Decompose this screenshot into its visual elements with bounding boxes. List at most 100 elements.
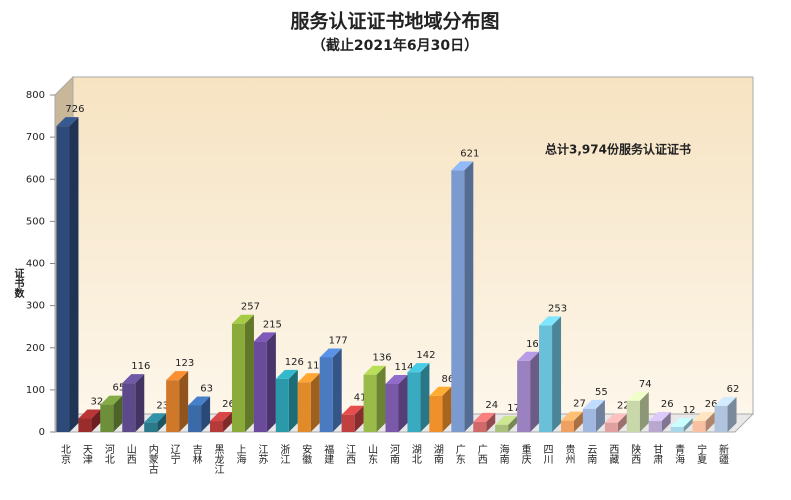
bar-side <box>508 415 518 432</box>
x-tick-label: 北京 <box>58 444 70 465</box>
data-label: 17 <box>507 403 520 414</box>
data-label: 726 <box>65 104 84 115</box>
x-tick-label: 湖南 <box>431 444 443 464</box>
data-label: 65 <box>112 383 125 394</box>
x-tick-label: 河南 <box>388 444 400 464</box>
bar-top <box>188 396 211 406</box>
bar-side <box>420 363 430 432</box>
bar-top <box>144 413 167 423</box>
x-tick-label: 内蒙古 <box>146 443 158 475</box>
bar-side <box>354 405 364 432</box>
bar <box>166 380 180 432</box>
data-label: 26 <box>222 399 235 410</box>
y-tick-label: 100 <box>26 385 45 396</box>
bar-top <box>407 363 430 373</box>
bar-top <box>385 374 408 384</box>
bar <box>473 421 487 432</box>
data-label: 257 <box>241 302 260 313</box>
bar-top <box>495 415 518 425</box>
x-tick-label: 广西 <box>475 444 487 464</box>
x-tick-label: 山西 <box>124 444 136 464</box>
chart-subtitle: （截止2021年6月30日） <box>312 37 478 54</box>
bar-top <box>100 395 123 405</box>
bar-side <box>376 365 386 432</box>
bar-side <box>464 161 474 432</box>
data-label: 114 <box>394 362 413 373</box>
bar-side <box>201 396 211 432</box>
bar-side <box>113 395 123 432</box>
bar-side <box>288 369 298 432</box>
bar-top <box>363 365 386 375</box>
data-label: 26 <box>705 399 718 410</box>
data-label: 126 <box>285 357 304 368</box>
bar <box>122 383 136 432</box>
bar-top <box>692 412 715 422</box>
x-tick-label: 西藏 <box>607 444 619 465</box>
bar-side <box>530 351 540 432</box>
x-tick-label: 甘肃 <box>651 443 663 465</box>
bar <box>275 378 289 432</box>
bar <box>363 374 377 432</box>
bar <box>231 323 245 432</box>
bar-side <box>442 386 452 432</box>
bar-side <box>573 411 583 432</box>
data-label: 136 <box>373 353 392 364</box>
data-label: 118 <box>307 360 326 371</box>
bar <box>648 421 662 432</box>
annotation: 总计3,974份服务认证证书 <box>545 142 691 157</box>
bar <box>341 414 355 432</box>
bar <box>451 170 465 432</box>
bar-top <box>231 314 254 324</box>
bar <box>56 126 70 433</box>
bar <box>407 372 421 432</box>
data-label: 253 <box>548 303 567 314</box>
bar-top <box>275 369 298 379</box>
data-label: 63 <box>200 383 213 394</box>
bar-top <box>626 391 649 401</box>
bar <box>560 420 574 432</box>
x-tick-label: 四川 <box>541 444 553 464</box>
bar-top <box>670 417 693 427</box>
bar-side <box>69 117 79 433</box>
bar-top <box>604 413 627 423</box>
bar-top <box>210 412 233 422</box>
y-tick-label: 200 <box>26 343 45 354</box>
bar <box>144 422 158 432</box>
bar-top <box>429 386 452 396</box>
bar <box>188 405 202 432</box>
bar-top <box>473 412 496 422</box>
y-tick-label: 800 <box>26 90 45 101</box>
y-tick-label: 0 <box>39 427 45 438</box>
bar <box>319 357 333 432</box>
bar <box>670 426 684 432</box>
data-label: 24 <box>485 400 498 411</box>
bar-side <box>727 396 737 432</box>
data-label: 26 <box>661 399 674 410</box>
data-label: 215 <box>263 319 282 330</box>
bar-side <box>486 412 496 432</box>
data-label: 169 <box>526 339 545 350</box>
bar-top <box>122 374 145 384</box>
bar-side <box>157 413 167 432</box>
bar-side <box>552 316 562 432</box>
x-tick-label: 贵州 <box>563 443 575 464</box>
x-tick-label: 福建 <box>322 443 334 464</box>
data-label: 86 <box>442 374 455 385</box>
bar <box>714 405 728 432</box>
bar <box>692 421 706 432</box>
x-tick-label: 广东 <box>453 444 465 464</box>
y-tick-label: 700 <box>26 132 45 143</box>
bar-side <box>617 413 627 432</box>
bar <box>517 360 531 432</box>
bar-side <box>310 373 320 432</box>
bar <box>78 418 92 432</box>
x-tick-label: 陕西 <box>629 443 641 464</box>
bar-side <box>661 412 671 432</box>
bar-side <box>398 374 408 432</box>
bar <box>495 424 509 432</box>
bar-top <box>582 399 605 409</box>
bar-side <box>639 391 649 432</box>
x-tick-label: 黑龙江 <box>212 444 224 474</box>
x-tick-label: 辽宁 <box>168 444 180 464</box>
